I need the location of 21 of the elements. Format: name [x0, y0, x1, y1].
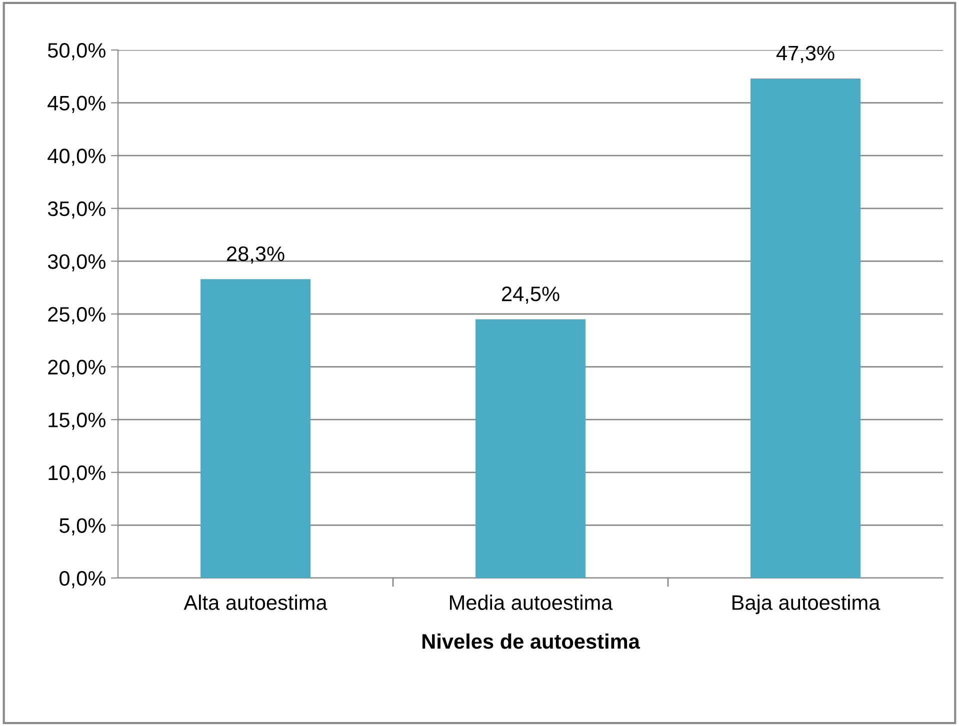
y-tick-label: 35,0% — [48, 201, 106, 219]
y-tick-label: 45,0% — [48, 96, 106, 114]
x-tick-label: Baja autoestima — [732, 594, 880, 614]
x-tick-label: Alta autoestima — [184, 594, 328, 610]
bar — [200, 279, 310, 578]
y-tick-label: 15,0% — [48, 412, 106, 430]
y-tick-label: 5,0% — [60, 518, 106, 536]
data-label: 28,3% — [227, 246, 284, 264]
y-tick-label: 40,0% — [48, 148, 106, 166]
data-label: 24,5% — [502, 286, 560, 304]
y-tick-label: 0,0% — [60, 571, 106, 588]
y-tick-label: 20,0% — [48, 360, 106, 378]
x-axis-title: Niveles de autoestima — [422, 634, 640, 649]
bar — [750, 78, 860, 578]
bar — [476, 319, 586, 578]
y-tick-label: 10,0% — [48, 465, 106, 483]
y-tick-label: 50,0% — [48, 43, 106, 60]
x-tick-label: Media autoestima — [450, 594, 613, 610]
y-tick-label: 25,0% — [48, 307, 106, 324]
y-tick-label: 30,0% — [48, 254, 106, 272]
data-label: 47,3% — [776, 46, 834, 63]
